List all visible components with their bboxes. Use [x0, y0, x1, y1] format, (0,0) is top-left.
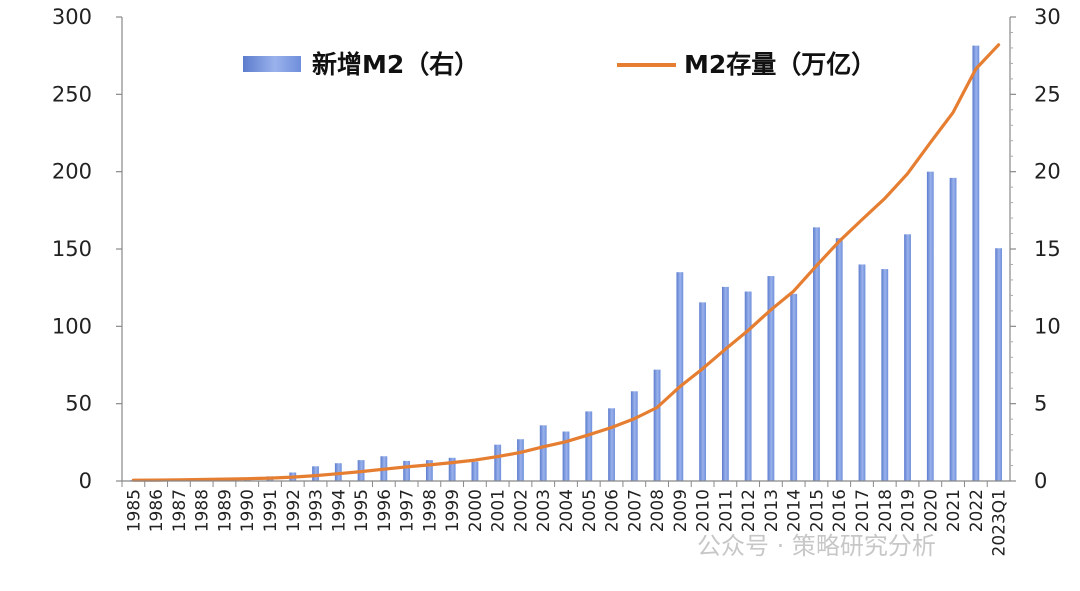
x-tick-label-1994: 1994 — [329, 489, 349, 532]
x-tick-label-2019: 2019 — [899, 489, 919, 532]
x-tick-label-2009: 2009 — [671, 489, 691, 532]
x-tick-label-1990: 1990 — [238, 489, 258, 532]
bar-2019 — [904, 234, 911, 481]
x-tick-label-2018: 2018 — [876, 489, 896, 532]
y-left-tick-label: 150 — [52, 237, 92, 261]
x-tick-label-1989: 1989 — [215, 489, 235, 532]
x-tick-label-2011: 2011 — [716, 489, 736, 532]
x-tick-label-2015: 2015 — [807, 489, 827, 532]
x-tick-label-2023Q1: 2023Q1 — [990, 489, 1010, 556]
watermark-text: 公众号 · 策略研究分析 — [697, 532, 936, 560]
bar-2021 — [950, 178, 957, 481]
y-right-tick-label: 0 — [1034, 469, 1047, 493]
y-left-tick-label: 200 — [52, 160, 92, 184]
x-tick-label-2000: 2000 — [466, 489, 486, 532]
bars-layer — [130, 46, 1002, 481]
bar-2005 — [585, 411, 592, 481]
x-tick-label-2022: 2022 — [967, 489, 987, 532]
y-left-tick-label: 100 — [52, 314, 92, 338]
bar-1997 — [403, 461, 410, 481]
legend-label-new-m2: 新增M2（右） — [312, 50, 479, 79]
x-tick-label-2007: 2007 — [625, 489, 645, 532]
x-tick-label-2004: 2004 — [557, 489, 577, 532]
bar-2009 — [676, 272, 683, 481]
x-tick-label-2020: 2020 — [921, 489, 941, 532]
x-tick-label-1997: 1997 — [398, 489, 418, 532]
y-right-tick-label: 5 — [1034, 392, 1047, 416]
y-left-tick-label: 0 — [79, 469, 92, 493]
x-tick-label-1993: 1993 — [307, 489, 327, 532]
line-layer — [133, 45, 998, 480]
x-tick-label-2021: 2021 — [944, 489, 964, 532]
bar-2006 — [608, 408, 615, 481]
y-right-tick-label: 15 — [1034, 237, 1061, 261]
x-tick-label-2010: 2010 — [694, 489, 714, 532]
line-m2-stock — [133, 45, 998, 480]
legend-swatch-new-m2 — [243, 56, 301, 72]
bar-2016 — [836, 238, 843, 481]
y-left-tick-label: 250 — [52, 82, 92, 106]
x-tick-label-2008: 2008 — [648, 489, 668, 532]
bar-2000 — [472, 462, 479, 481]
x-tick-label-2012: 2012 — [739, 489, 759, 532]
x-tick-label-1998: 1998 — [420, 489, 440, 532]
bar-2011 — [722, 287, 729, 481]
bar-2003 — [540, 425, 547, 481]
x-tick-label-1995: 1995 — [352, 489, 372, 532]
legend-label-m2-stock: M2存量（万亿） — [684, 50, 876, 79]
x-tick-label-1991: 1991 — [261, 489, 281, 532]
x-tick-label-2006: 2006 — [603, 489, 623, 532]
y-right-tick-label: 20 — [1034, 160, 1061, 184]
x-tick-label-2003: 2003 — [534, 489, 554, 532]
bar-2014 — [790, 294, 797, 481]
x-tick-label-1987: 1987 — [170, 489, 190, 532]
x-tick-label-2005: 2005 — [580, 489, 600, 532]
y-left-tick-label: 300 — [52, 5, 92, 29]
x-tick-label-1999: 1999 — [443, 489, 463, 532]
bar-1993 — [312, 466, 319, 481]
bar-2010 — [699, 302, 706, 481]
bar-2023Q1 — [995, 248, 1002, 481]
bar-2018 — [881, 269, 888, 481]
bar-2022 — [972, 46, 979, 481]
bar-2008 — [654, 370, 661, 481]
x-tick-label-2002: 2002 — [511, 489, 531, 532]
x-tick-label-2016: 2016 — [830, 489, 850, 532]
legend: 新增M2（右） M2存量（万亿） — [243, 50, 876, 79]
bar-2017 — [859, 264, 866, 481]
x-tick-label-2001: 2001 — [489, 489, 509, 532]
x-tick-label-1985: 1985 — [124, 489, 144, 532]
bar-2002 — [517, 439, 524, 481]
y-right-tick-label: 25 — [1034, 82, 1061, 106]
bar-2007 — [631, 391, 638, 481]
y-right-tick-label: 10 — [1034, 314, 1061, 338]
bar-2004 — [563, 432, 570, 481]
x-tick-label-1986: 1986 — [147, 489, 167, 532]
y-right-tick-label: 30 — [1034, 5, 1061, 29]
x-tick-label-2017: 2017 — [853, 489, 873, 532]
bar-2020 — [927, 172, 934, 481]
y-left-tick-label: 50 — [65, 392, 92, 416]
x-tick-label-1996: 1996 — [375, 489, 395, 532]
x-tick-label-2014: 2014 — [785, 489, 805, 532]
bar-2012 — [745, 292, 752, 481]
x-tick-label-2013: 2013 — [762, 489, 782, 532]
x-tick-label-1988: 1988 — [193, 489, 213, 532]
x-tick-label-1992: 1992 — [284, 489, 304, 532]
bar-2001 — [494, 445, 501, 481]
